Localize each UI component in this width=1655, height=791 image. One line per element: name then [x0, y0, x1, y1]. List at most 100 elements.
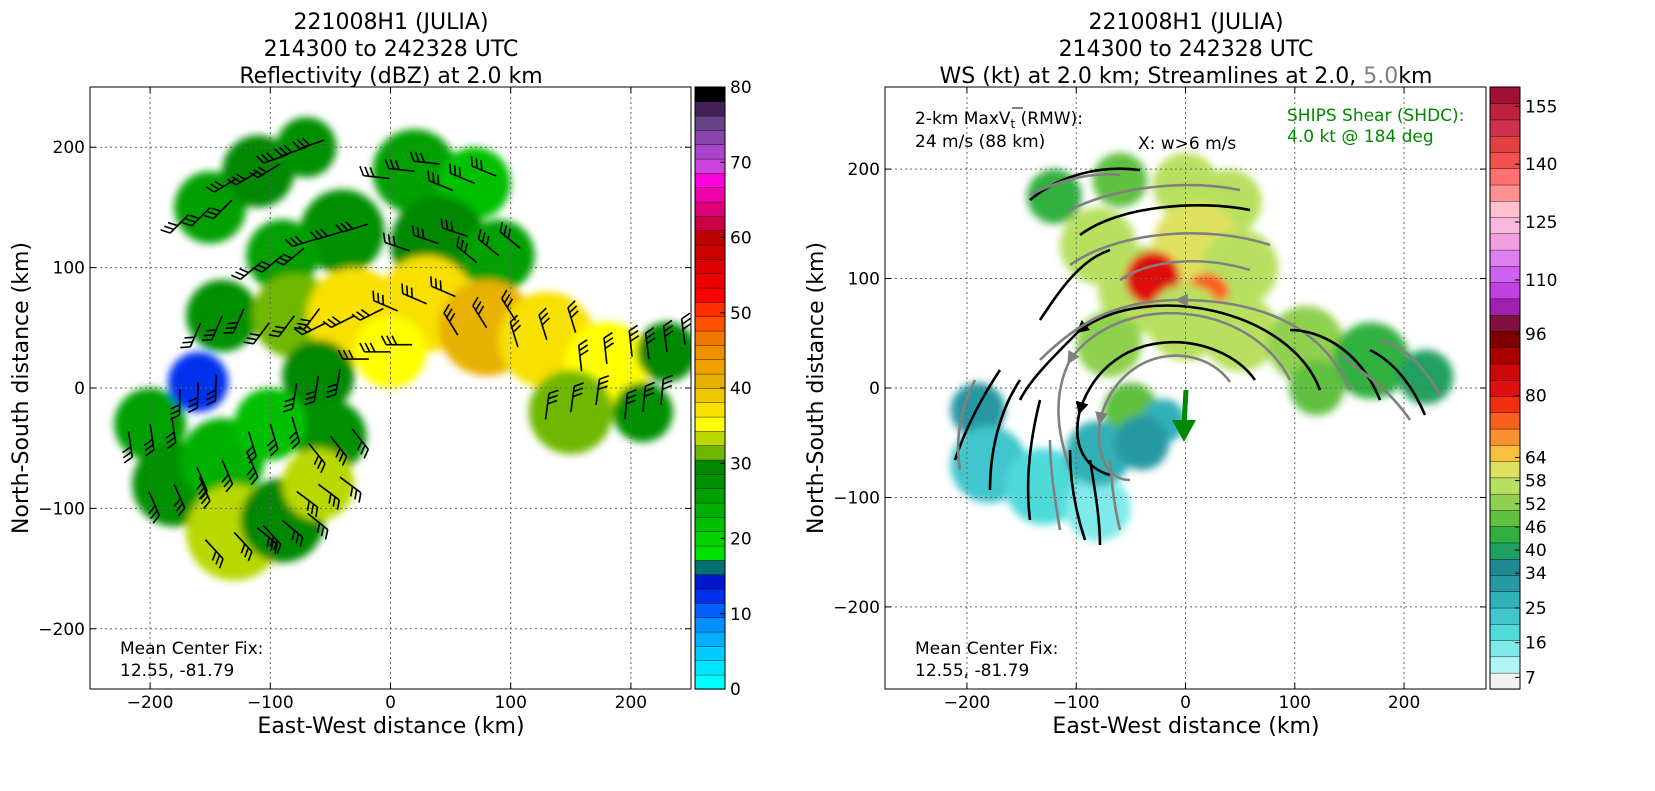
wind-barb: [223, 308, 245, 334]
wind-barb: [603, 331, 614, 365]
left-colorbar-segment: [694, 459, 726, 475]
wind-barb: [380, 335, 413, 346]
right-colorbar-tick-label: 64: [1525, 448, 1547, 468]
wind-barb: [308, 442, 326, 474]
right-center-fix-label: Mean Center Fix:: [915, 639, 1058, 659]
left-colorbar-segment: [694, 344, 726, 360]
left-colorbar: 0 10 20 30 40 50 60 70 80: [694, 78, 752, 700]
wind-barb: [359, 342, 391, 353]
right-colorbar-segment: [1489, 151, 1521, 169]
right-y-tick-label: 200: [848, 160, 880, 180]
right-field-cell: [1076, 311, 1142, 377]
wind-barb: [570, 382, 584, 413]
wind-barb: [293, 322, 326, 336]
right-y-tick-label: 100: [848, 270, 880, 290]
left-colorbar-segment: [694, 172, 726, 188]
right-colorbar-segment: [1489, 363, 1521, 381]
left-colorbar-tick-label: 40: [730, 379, 752, 399]
streamline-gray: [1069, 232, 1271, 267]
wind-barb: [359, 165, 390, 180]
left-colorbar-segment: [694, 359, 726, 375]
right-colorbar-segment: [1489, 379, 1521, 397]
right-colorbar-segment: [1489, 526, 1521, 544]
left-colorbar-segment: [694, 101, 726, 117]
right-colorbar-segment: [1489, 461, 1521, 479]
right-colorbar-segment: [1489, 428, 1521, 446]
right-colorbar-tick-label: 140: [1525, 155, 1557, 175]
wind-barb: [165, 416, 177, 450]
wind-barb: [243, 322, 270, 345]
wind-barb: [198, 476, 211, 510]
right-colorbar-segment: [1489, 607, 1521, 625]
right-gridlines: [885, 87, 1486, 689]
right-colorbar-segment: [1489, 184, 1521, 202]
wind-barb: [310, 228, 343, 240]
right-colorbar-tick-label: 110: [1525, 271, 1557, 291]
left-colorbar-segment: [694, 144, 726, 160]
wind-barb: [401, 283, 427, 305]
right-title-line-2: 214300 to 242328 UTC: [1059, 37, 1314, 62]
left-colorbar-segment: [694, 187, 726, 203]
wind-barb: [160, 214, 190, 234]
right-colorbar-tick-label: 7: [1525, 668, 1536, 688]
left-colorbar-segment: [694, 402, 726, 418]
right-colorbar-tick-label: 46: [1525, 518, 1547, 538]
left-colorbar-segment: [694, 488, 726, 504]
wind-barb: [248, 163, 281, 179]
right-y-tick-label: −200: [833, 598, 880, 618]
wind-barb: [499, 221, 521, 249]
right-x-tick-label: 100: [1279, 693, 1311, 713]
right-colorbar-segment: [1489, 656, 1521, 674]
left-y-tick-label: 100: [53, 259, 85, 279]
wind-barb: [227, 170, 259, 186]
right-colorbar-tick-label: 96: [1525, 325, 1547, 345]
left-colorbar-tick-label: 20: [730, 530, 752, 550]
right-title-line-3-c: km: [1398, 64, 1432, 89]
wind-barb: [173, 483, 186, 517]
streamline-black: [1369, 348, 1427, 416]
right-title-line-3-b: 5.0: [1363, 64, 1398, 89]
wind-barb: [143, 424, 155, 457]
wind-barb: [284, 235, 318, 248]
left-colorbar-tick-label: 0: [730, 680, 741, 700]
right-colorbar-segment: [1489, 591, 1521, 609]
right-colorbar-segment: [1489, 314, 1521, 332]
left-colorbar-segment: [694, 631, 726, 647]
right-y-axis-label: North-South distance (km): [804, 242, 829, 534]
right-colorbar-segment: [1489, 574, 1521, 592]
right-colorbar-segment: [1489, 249, 1521, 267]
right-y-tick-label: 0: [869, 379, 880, 399]
right-panel: 221008H1 (JULIA) 214300 to 242328 UTC WS…: [804, 10, 1557, 739]
wind-barb: [339, 476, 362, 503]
wind-barb: [544, 389, 559, 420]
wind-barb: [448, 163, 475, 185]
maxv-annotation-c: (RMW):: [1015, 109, 1083, 129]
wind-barb: [577, 339, 589, 372]
right-colorbar-segment: [1489, 119, 1521, 137]
streamline-gray: [1108, 459, 1122, 531]
wind-barb: [206, 374, 218, 406]
left-colorbar-segment: [694, 387, 726, 403]
wind-barb: [274, 144, 307, 157]
left-colorbar-segment: [694, 373, 726, 389]
left-y-tick-label: 0: [74, 379, 85, 399]
wind-barb: [427, 170, 454, 192]
wind-barb: [384, 158, 415, 173]
right-colorbar-segment: [1489, 444, 1521, 462]
wind-barb: [296, 490, 319, 518]
right-colorbar-tick-label: 25: [1525, 599, 1547, 619]
wind-barb: [322, 315, 355, 329]
streamline-gray: [1339, 353, 1412, 421]
wind-barb: [351, 307, 384, 321]
wind-barb: [266, 423, 279, 457]
right-x-tick-label: −200: [944, 693, 991, 713]
right-colorbar-tick-label: 80: [1525, 387, 1547, 407]
right-x-tick-label: 0: [1180, 693, 1191, 713]
wind-barb: [307, 512, 329, 540]
right-title-line-3: WS (kt) at 2.0 km; Streamlines at 2.0, 5…: [940, 64, 1433, 89]
right-field-cell: [1065, 420, 1131, 487]
left-colorbar-segment: [694, 660, 726, 676]
right-colorbar-segment: [1489, 282, 1521, 300]
right-field-cell: [1092, 152, 1148, 208]
wind-barb: [180, 322, 202, 349]
